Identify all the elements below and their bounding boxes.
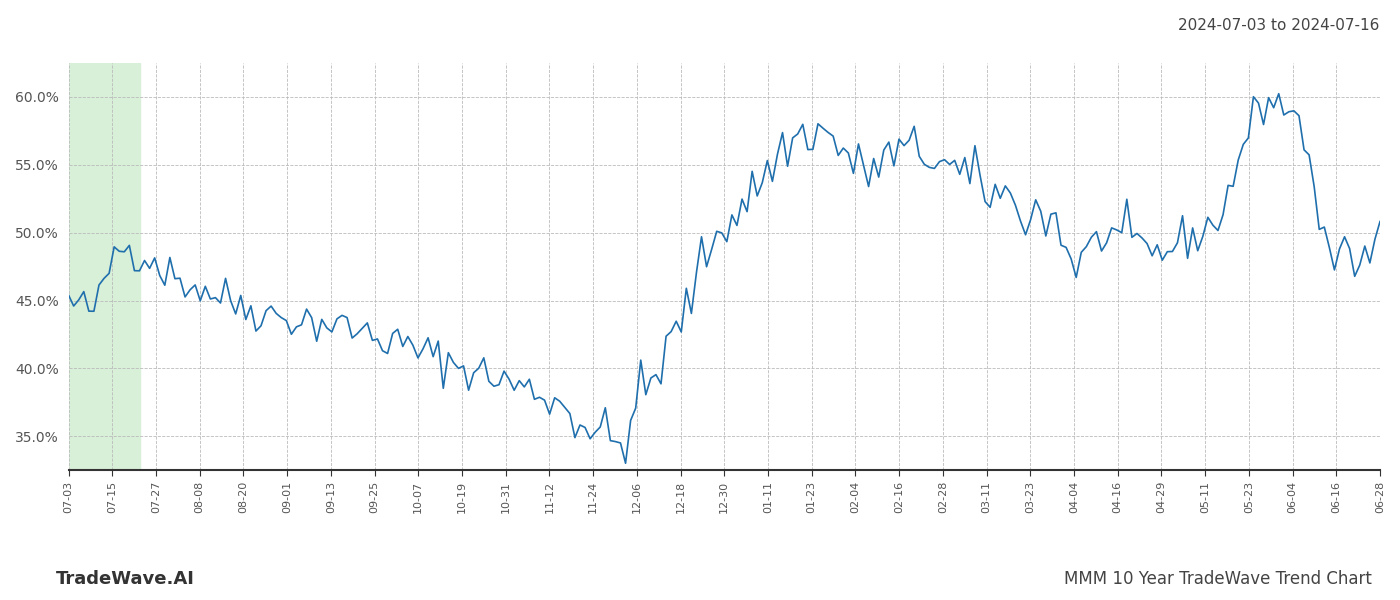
Text: MMM 10 Year TradeWave Trend Chart: MMM 10 Year TradeWave Trend Chart [1064,570,1372,588]
Text: TradeWave.AI: TradeWave.AI [56,570,195,588]
Bar [69,63,140,470]
Text: 2024-07-03 to 2024-07-16: 2024-07-03 to 2024-07-16 [1177,18,1379,33]
